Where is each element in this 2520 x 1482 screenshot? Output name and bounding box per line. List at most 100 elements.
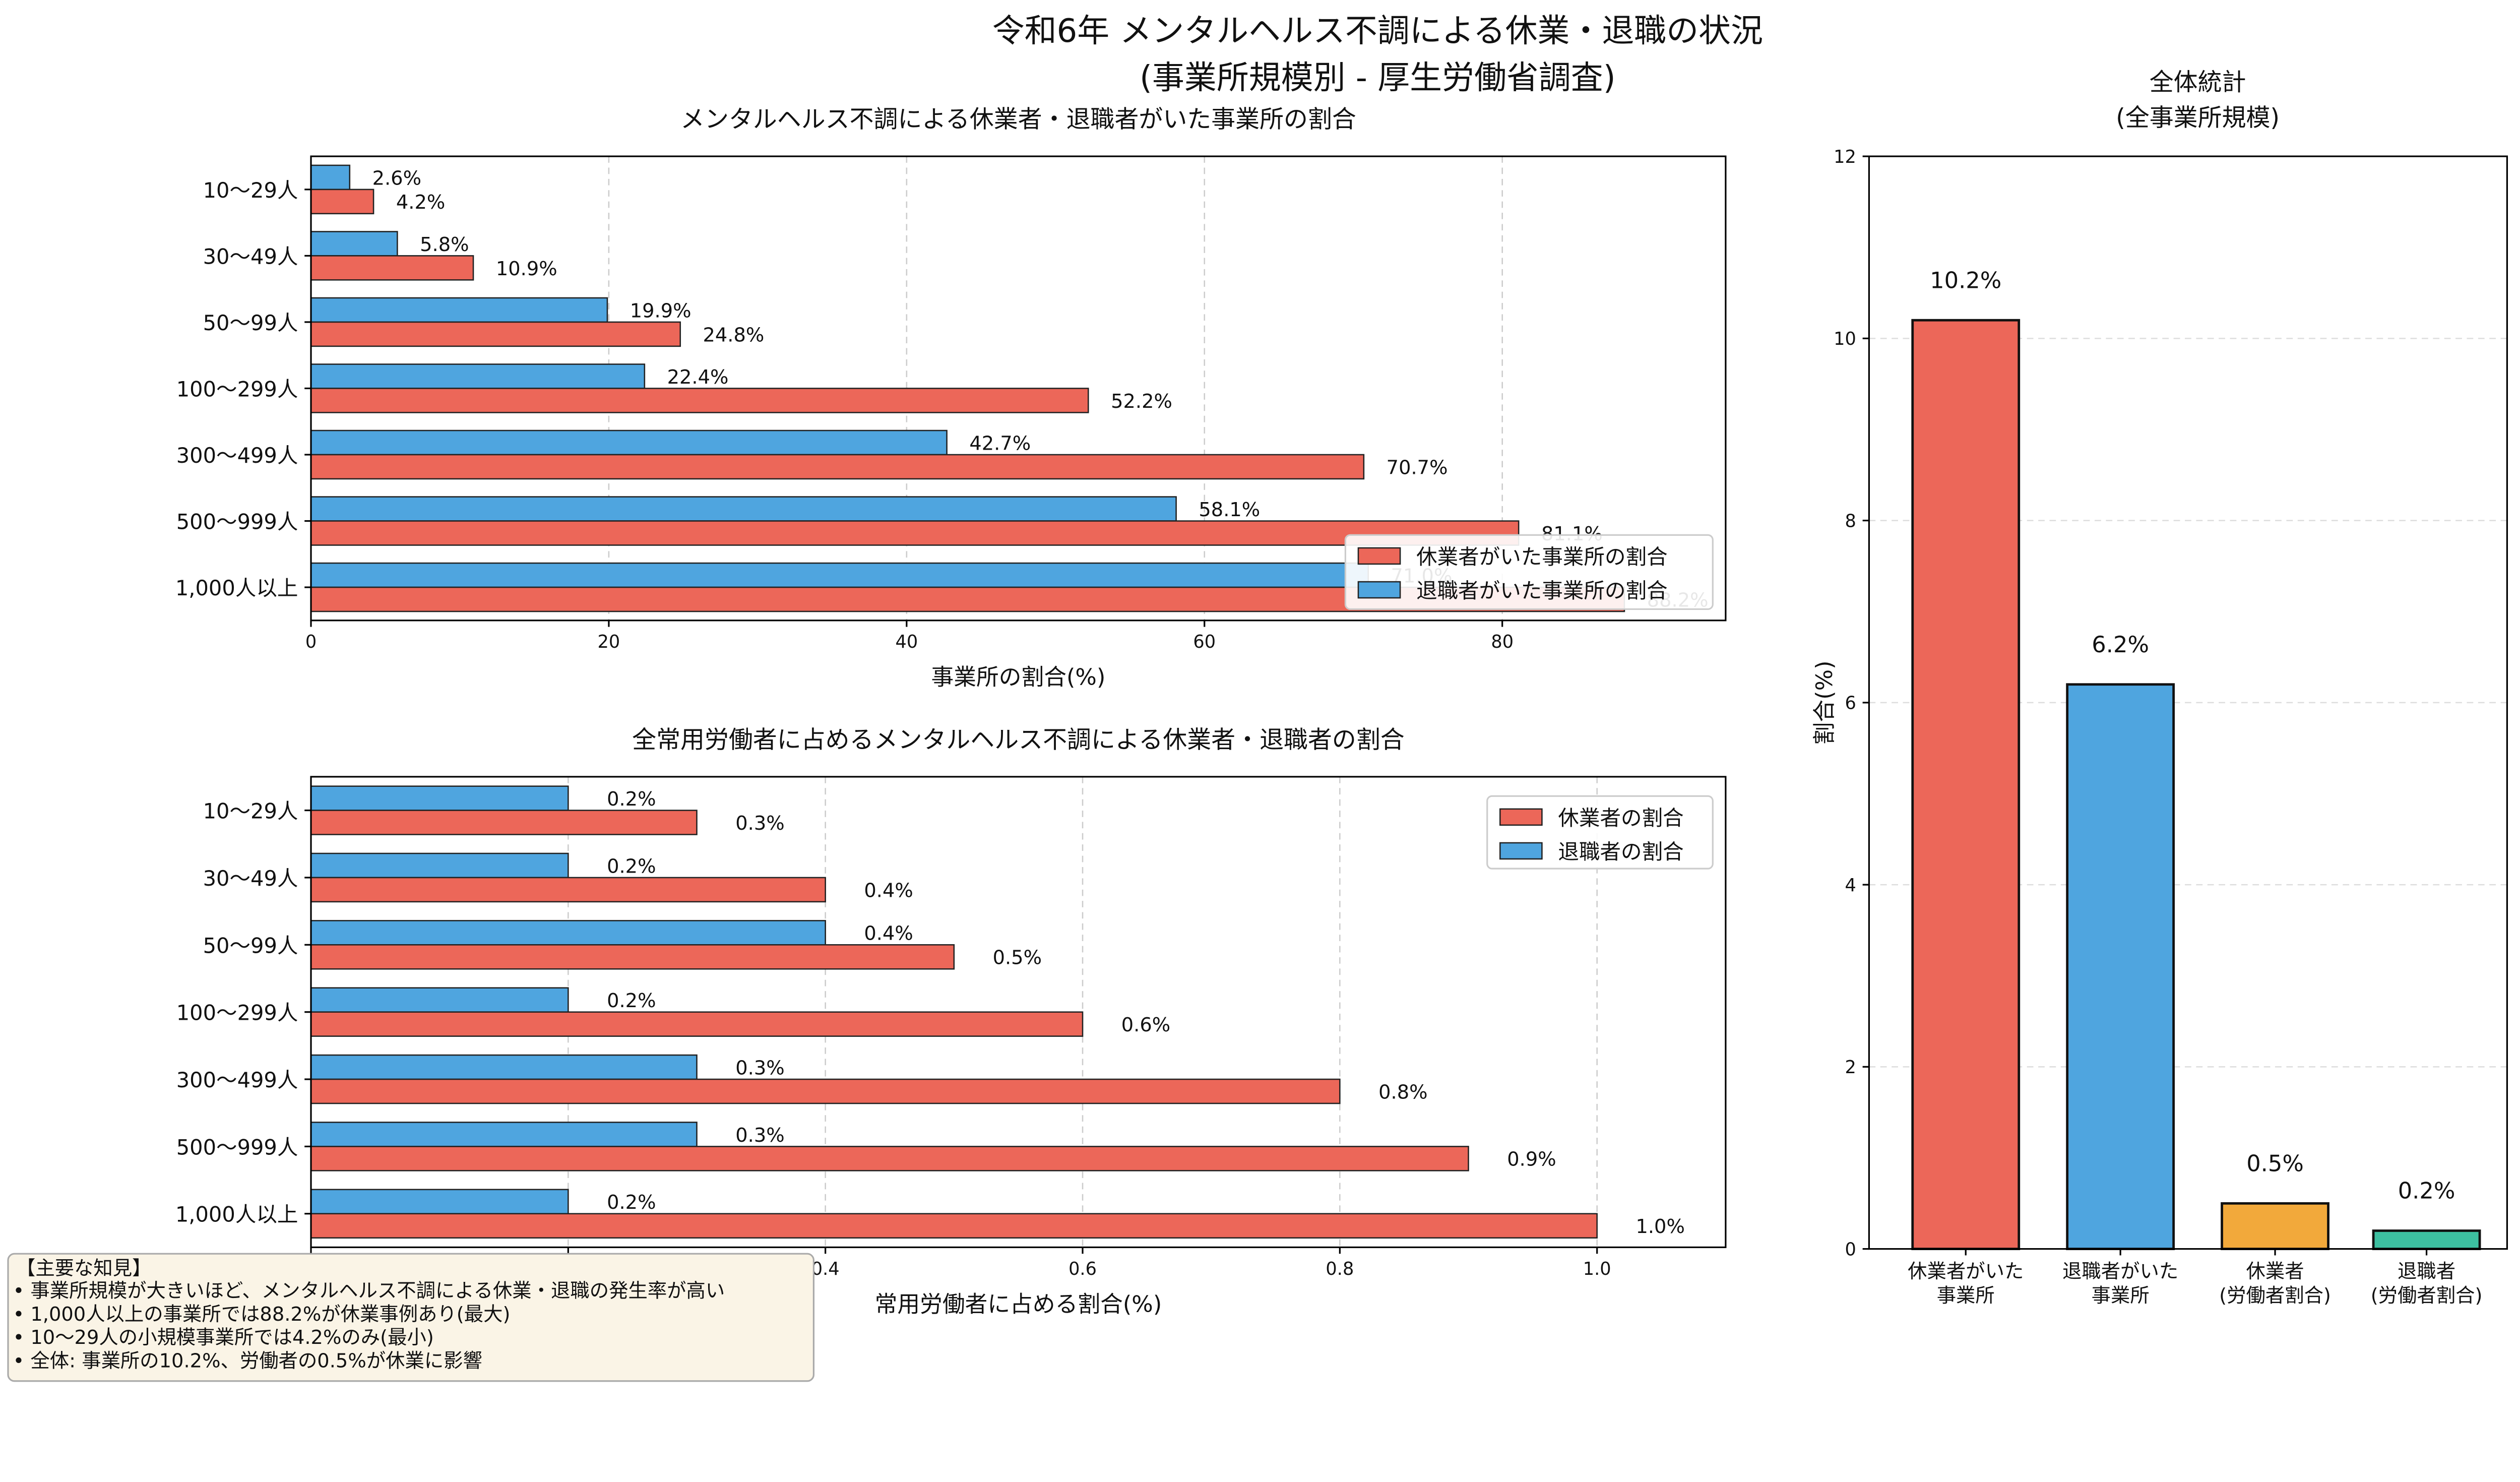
y-tick-label: 500～999人 — [176, 510, 298, 534]
y-tick-label: 10～29人 — [203, 178, 298, 203]
bar-resign — [310, 363, 646, 389]
data-label-resign: 0.2% — [607, 1191, 656, 1214]
x-tick-label: 0.8 — [1326, 1259, 1354, 1279]
data-label-resign: 58.1% — [1199, 499, 1260, 521]
bar-leave — [310, 454, 1365, 480]
chart-title-line1: 全体統計 — [2150, 68, 2246, 96]
data-label-leave: 0.3% — [735, 812, 784, 835]
y-tick-label: 4 — [1845, 875, 1856, 896]
data-label-resign: 19.9% — [630, 299, 691, 322]
bar-leave — [310, 877, 826, 903]
bar-leave — [310, 810, 698, 835]
legend-box — [1344, 534, 1714, 610]
notes-heading: 【主要な知見】 — [16, 1257, 152, 1280]
legend-label: 退職者がいた事業所の割合 — [1416, 578, 1668, 603]
legend-box — [1486, 795, 1714, 870]
chart-title-line2: (全事業所規模) — [2116, 103, 2280, 132]
legend-swatch — [1357, 547, 1401, 565]
data-label: 0.2% — [2398, 1178, 2455, 1204]
x-tick-label: (労働者割合) — [2219, 1284, 2331, 1307]
data-label-resign: 42.7% — [969, 432, 1031, 455]
legend-swatch — [1499, 808, 1543, 826]
x-axis-label: 事業所の割合(%) — [931, 664, 1105, 691]
bar-leave — [310, 189, 374, 215]
bar-resign — [310, 785, 569, 811]
y-tick-label: 10 — [1834, 329, 1856, 349]
y-tick-label: 100～299人 — [176, 377, 298, 401]
notes-item: • 1,000人以上の事業所では88.2%が休業事例あり(最大) — [13, 1303, 511, 1326]
data-label-resign: 0.2% — [607, 855, 656, 878]
bar-leave — [310, 321, 681, 347]
data-label: 0.5% — [2246, 1150, 2304, 1177]
y-tick-label: 100～299人 — [176, 1001, 298, 1025]
notes-item: • 全体: 事業所の10.2%、労働者の0.5%が休業に影響 — [13, 1350, 482, 1373]
data-label-leave: 0.8% — [1378, 1081, 1427, 1103]
y-tick-label: 500～999人 — [176, 1135, 298, 1159]
bar-resign — [310, 1122, 698, 1147]
data-label-resign: 5.8% — [420, 233, 469, 256]
data-label-resign: 0.3% — [735, 1124, 784, 1147]
data-label-leave: 0.5% — [993, 947, 1042, 969]
data-label-leave: 24.8% — [703, 324, 765, 346]
x-tick-label: 80 — [1491, 632, 1514, 652]
y-tick-label: 1,000人以上 — [175, 1202, 298, 1227]
y-tick-label: 12 — [1834, 147, 1856, 167]
y-tick-label: 8 — [1845, 511, 1856, 531]
data-label-resign: 2.6% — [372, 167, 421, 190]
y-tick-label: 10～29人 — [203, 799, 298, 824]
plot-frame — [310, 155, 1727, 622]
y-tick-label: 6 — [1845, 693, 1856, 714]
x-tick-label: 20 — [598, 632, 620, 652]
x-tick-label: 休業者がいた — [1908, 1260, 2024, 1283]
x-tick-label: (労働者割合) — [2371, 1284, 2483, 1307]
legend-swatch — [1499, 842, 1543, 860]
bar-resign — [310, 920, 826, 946]
y-tick-label: 30～49人 — [203, 244, 298, 269]
legend-label: 休業者がいた事業所の割合 — [1416, 544, 1668, 569]
legend-label: 休業者の割合 — [1558, 806, 1683, 830]
figure: 令和6年 メンタルヘルス不調による休業・退職の状況 (事業所規模別 - 厚生労働… — [7, 13, 2508, 1382]
x-tick-label: 60 — [1193, 632, 1216, 652]
bar-resign — [310, 164, 351, 191]
notes-box: 【主要な知見】• 事業所規模が大きいほど、メンタルヘルス不調による休業・退職の発… — [7, 1253, 815, 1382]
y-tick-label: 300～499人 — [176, 1068, 298, 1092]
bar-resign — [310, 852, 569, 879]
data-label-leave: 0.9% — [1507, 1148, 1556, 1171]
bar-leave — [310, 1078, 1341, 1104]
x-tick-label: 退職者がいた — [2062, 1260, 2178, 1283]
y-tick-label: 50～99人 — [203, 933, 298, 958]
plot-frame — [1868, 155, 2508, 1250]
data-label-resign: 0.2% — [607, 990, 656, 1012]
chart-overall: 全体統計 (全事業所規模) 0 2 4 6 8 10 12 10.2% 休業者がいた事業所 6.2% 退… — [1811, 68, 2508, 1307]
bar-3 — [2372, 1229, 2481, 1251]
y-tick-label: 0 — [1845, 1239, 1856, 1260]
notes-item: • 10～29人の小規模事業所では4.2%のみ(最小) — [13, 1326, 434, 1349]
bar-leave — [310, 1213, 1598, 1239]
bar-resign — [310, 562, 1369, 588]
bar-resign — [310, 231, 398, 257]
y-tick-label: 30～49人 — [203, 866, 298, 891]
bar-2 — [2221, 1202, 2329, 1251]
x-tick-label: 1.0 — [1583, 1259, 1611, 1279]
chart-workers: 全常用労働者に占めるメンタルヘルス不調による休業者・退職者の割合0.00.20.… — [175, 725, 1727, 1317]
bar-resign — [310, 1054, 698, 1080]
data-label: 10.2% — [1930, 267, 2001, 293]
x-tick-label: 事業所 — [2092, 1284, 2150, 1307]
x-tick-label: 事業所 — [1937, 1284, 1995, 1307]
x-tick-label: 0.6 — [1068, 1259, 1097, 1279]
x-tick-label: 退職者 — [2398, 1260, 2455, 1283]
bar-leave — [310, 255, 474, 281]
data-label-resign: 0.2% — [607, 788, 656, 811]
bar-resign — [310, 297, 608, 323]
bar-leave — [310, 388, 1089, 413]
figure-title-line1: 令和6年 メンタルヘルス不調による休業・退職の状況 — [992, 13, 1763, 50]
data-label-resign: 22.4% — [667, 366, 729, 389]
plot-frame — [310, 776, 1727, 1249]
data-label-leave: 0.4% — [864, 879, 913, 902]
chart-establishments: メンタルヘルス不調による休業者・退職者がいた事業所の割合 0 20 40 60 80 10～… — [175, 105, 1727, 691]
data-label-leave: 4.2% — [396, 191, 445, 214]
x-tick-label: 0 — [305, 632, 317, 652]
data-label-leave: 0.6% — [1121, 1014, 1170, 1036]
legend-swatch — [1357, 581, 1401, 599]
